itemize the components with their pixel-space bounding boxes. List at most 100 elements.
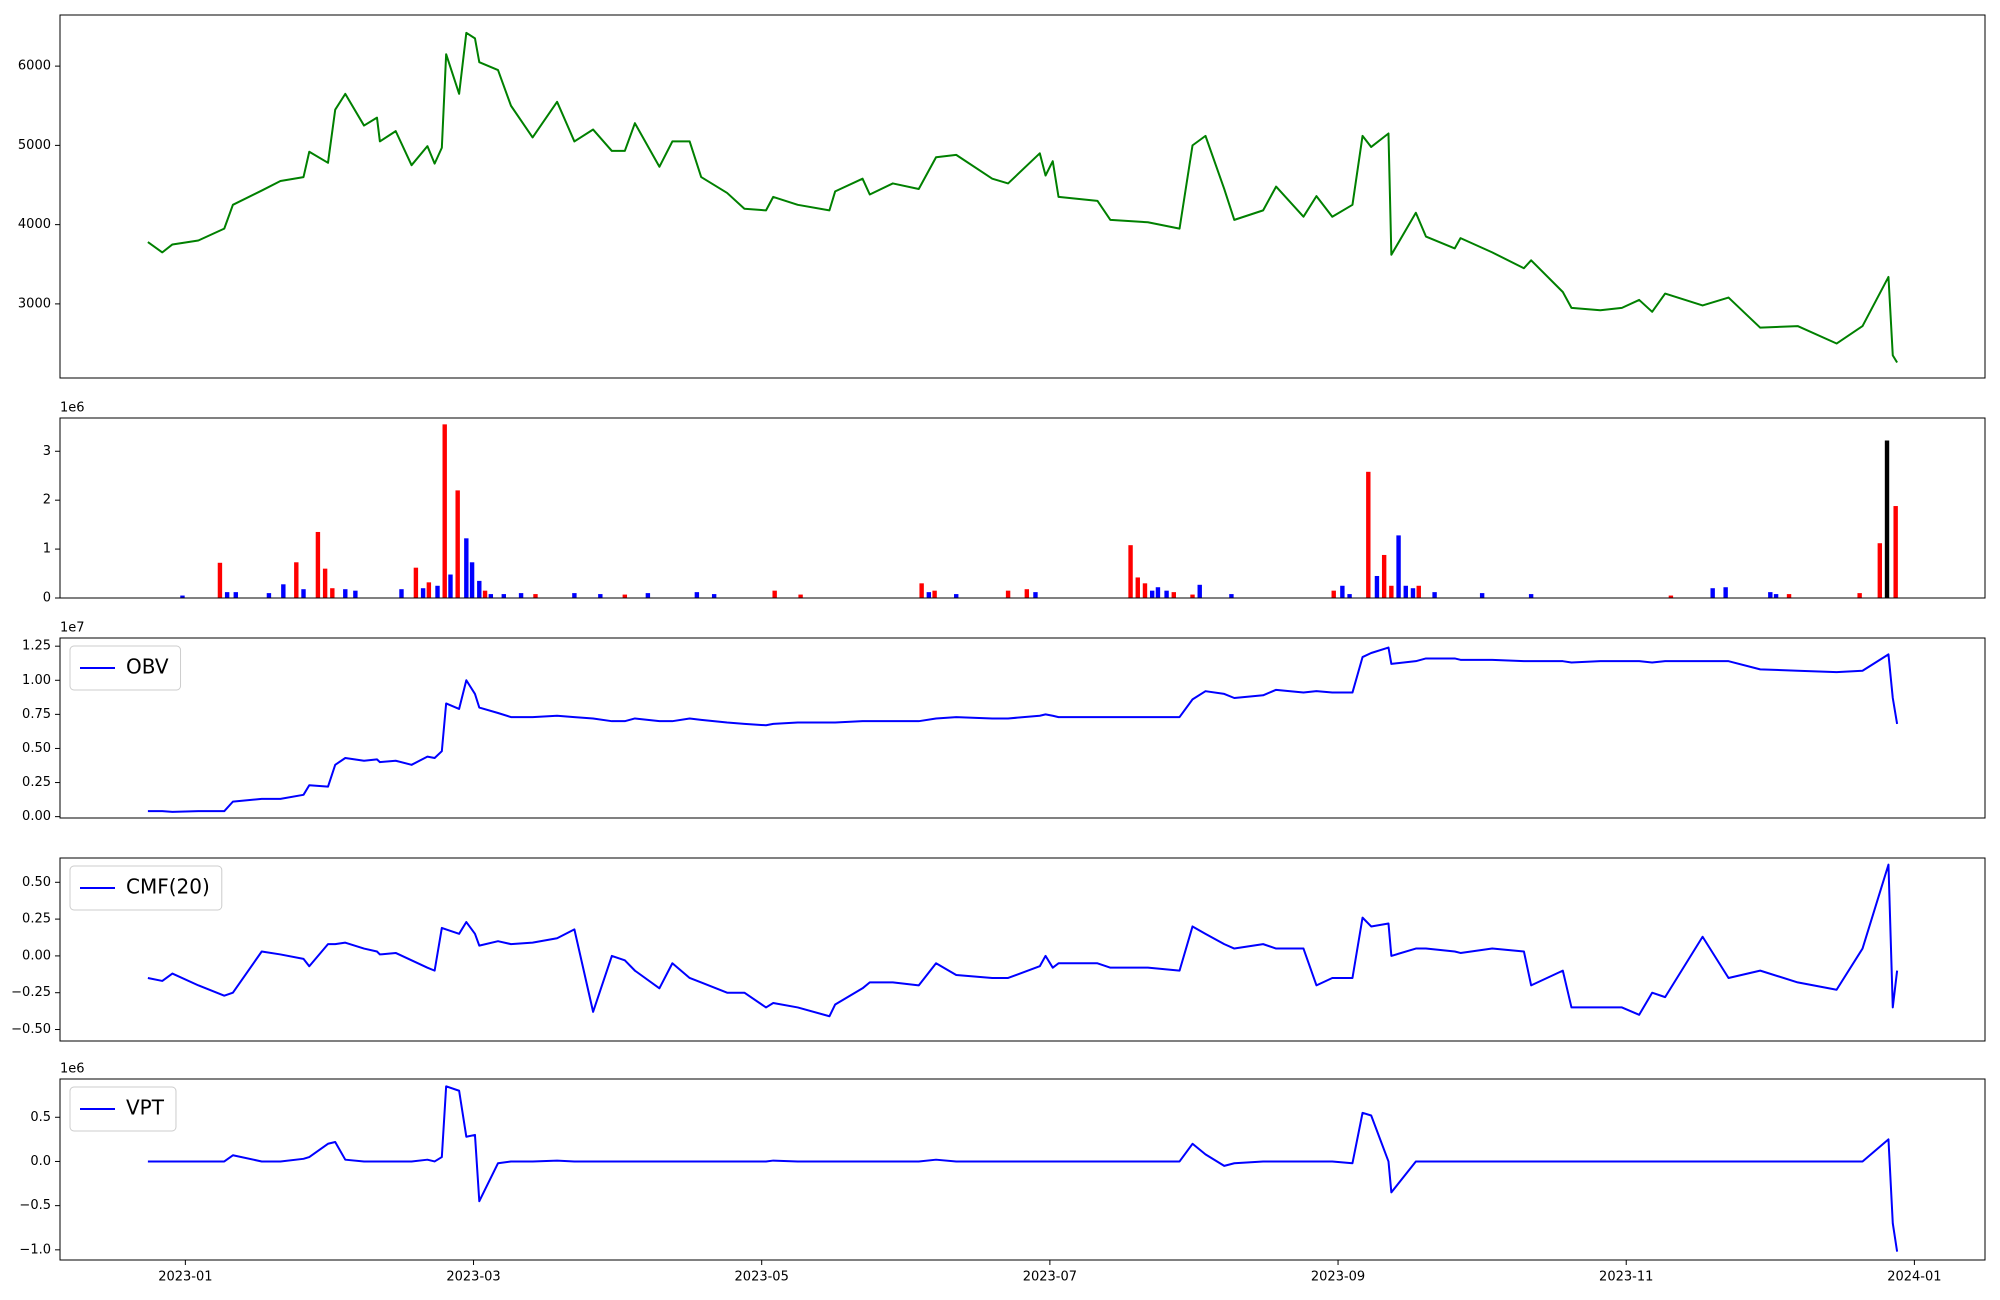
volume-bar: [1033, 592, 1038, 598]
plot-background: [60, 858, 1985, 1041]
volume-bar: [448, 574, 453, 598]
volume-bar: [711, 594, 717, 598]
volume-bar: [217, 562, 223, 598]
y-tick-label: 1.00: [22, 673, 51, 688]
x-tick-label: 2023-09: [1311, 1270, 1365, 1285]
y-tick-label: −1.0: [19, 1242, 51, 1257]
volume-bar: [1347, 594, 1352, 598]
plot-frame: [59, 637, 1986, 819]
y-tick-label: 0.50: [22, 875, 51, 890]
legend-label: OBV: [126, 655, 169, 679]
y-tick-label: −0.5: [19, 1198, 51, 1213]
volume-bar: [1403, 585, 1408, 598]
y-tick-label: 6000: [18, 59, 51, 74]
line-series: [147, 31, 1898, 364]
y-tick-label: 0.00: [22, 948, 51, 963]
volume-bar: [1857, 593, 1862, 598]
volume-bar: [1768, 592, 1773, 598]
x-tick-label: 2023-05: [735, 1270, 789, 1285]
y-tick-label: 0.0: [30, 1154, 51, 1169]
volume-bar: [1432, 592, 1437, 598]
volume-bar: [518, 593, 524, 598]
axis-offset-label: 1e6: [60, 1062, 85, 1077]
y-tick-label: 3000: [18, 296, 51, 311]
volume-bar: [322, 568, 328, 598]
volume-bar: [1229, 594, 1234, 598]
x-tick-label: 2023-11: [1599, 1270, 1653, 1285]
line-series: [147, 1085, 1899, 1252]
volume-bar: [798, 594, 803, 598]
volume-bar: [622, 594, 628, 598]
volume-bar: [266, 593, 272, 598]
volume-bar: [1142, 583, 1148, 598]
plot-background: [60, 1079, 1985, 1260]
y-tick-label: −0.50: [11, 1022, 51, 1037]
volume-bar: [343, 589, 348, 598]
volume-bar: [281, 584, 286, 598]
volume-bar: [1024, 589, 1030, 598]
volume-bar: [1410, 588, 1416, 598]
plot-frame: [59, 417, 1986, 599]
volume-bar: [1128, 545, 1133, 598]
plot-background: [60, 418, 1985, 598]
volume-bar: [919, 583, 924, 598]
volume-bar: [488, 594, 494, 598]
volume-bar: [399, 589, 404, 598]
volume-bar: [572, 593, 577, 598]
volume-bar: [1723, 587, 1728, 598]
volume-bar: [301, 589, 306, 598]
volume-bar: [1149, 590, 1155, 598]
volume-bar: [1396, 535, 1401, 598]
plot-frame: [59, 857, 1986, 1042]
line-series: [147, 863, 1899, 1018]
volume-bar: [1416, 585, 1421, 598]
volume-bar: [482, 590, 488, 598]
volume-bar: [1164, 590, 1169, 598]
volume-bar: [645, 593, 651, 598]
volume-bar: [1374, 575, 1380, 598]
volume-bar: [294, 562, 299, 598]
y-tick-label: 4000: [18, 217, 51, 232]
volume-bar: [1171, 592, 1176, 598]
plot-background: [60, 15, 1985, 378]
y-tick-label: 3: [43, 444, 51, 459]
volume-bar: [469, 562, 475, 598]
volume-bar: [954, 594, 959, 598]
plot-frame: [59, 14, 1986, 379]
volume-bar: [442, 424, 447, 598]
y-tick-label: 0.5: [30, 1110, 51, 1125]
volume-bar: [420, 588, 426, 598]
volume-bar: [1877, 543, 1883, 598]
x-tick-label: 2023-01: [158, 1270, 212, 1285]
x-tick-label: 2024-01: [1887, 1270, 1941, 1285]
y-tick-label: 0.50: [22, 741, 51, 756]
volume-bar: [694, 592, 700, 598]
legend-label: CMF(20): [126, 875, 210, 899]
volume-bar: [477, 580, 482, 598]
y-tick-label: 2: [43, 493, 51, 508]
y-tick-label: 1: [43, 542, 51, 557]
line-series: [147, 646, 1899, 813]
volume-bar: [772, 590, 777, 598]
volume-bar: [315, 531, 321, 598]
x-tick-label: 2023-07: [1023, 1270, 1077, 1285]
legend-box: [69, 865, 223, 911]
volume-bar: [926, 592, 932, 598]
volume-bar: [1190, 594, 1195, 598]
volume-bar: [1528, 594, 1534, 598]
y-tick-label: 0.75: [22, 707, 51, 722]
volume-bar: [1197, 584, 1202, 598]
volume-bar: [1005, 590, 1011, 598]
volume-bar: [455, 490, 460, 598]
volume-bar: [1710, 588, 1715, 598]
volume-bar: [1893, 506, 1898, 598]
volume-bar: [1786, 594, 1792, 598]
volume-bar: [1366, 471, 1371, 598]
y-tick-label: 0: [43, 591, 51, 606]
volume-bar: [1331, 590, 1336, 598]
legend-box: [69, 1086, 177, 1132]
legend-box: [69, 645, 182, 691]
volume-bar: [233, 592, 238, 598]
